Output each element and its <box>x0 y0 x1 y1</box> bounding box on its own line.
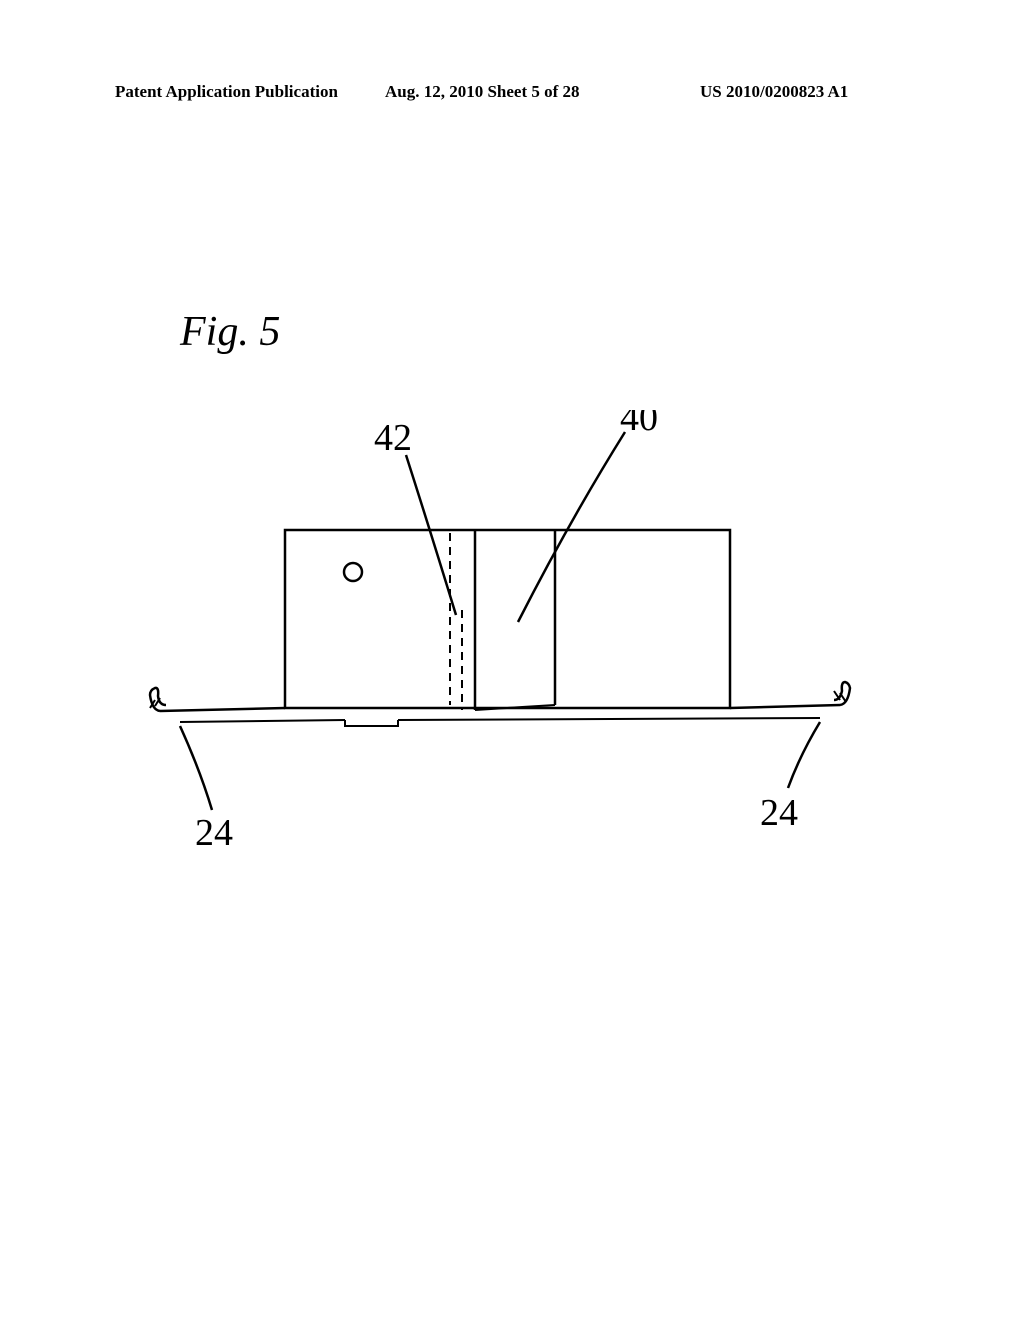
header-publication-type: Patent Application Publication <box>115 82 338 102</box>
figure-label: Fig. 5 <box>180 308 280 356</box>
ref-label-24-right: 24 <box>760 792 798 834</box>
header-date-sheet: Aug. 12, 2010 Sheet 5 of 28 <box>385 82 580 102</box>
ref-label-42: 42 <box>374 417 412 459</box>
header-publication-number: US 2010/0200823 A1 <box>700 82 848 102</box>
ref-label-40: 40 <box>620 410 658 439</box>
ref-label-24-left: 24 <box>195 812 233 850</box>
patent-figure-diagram: 42 40 24 24 <box>140 410 860 850</box>
